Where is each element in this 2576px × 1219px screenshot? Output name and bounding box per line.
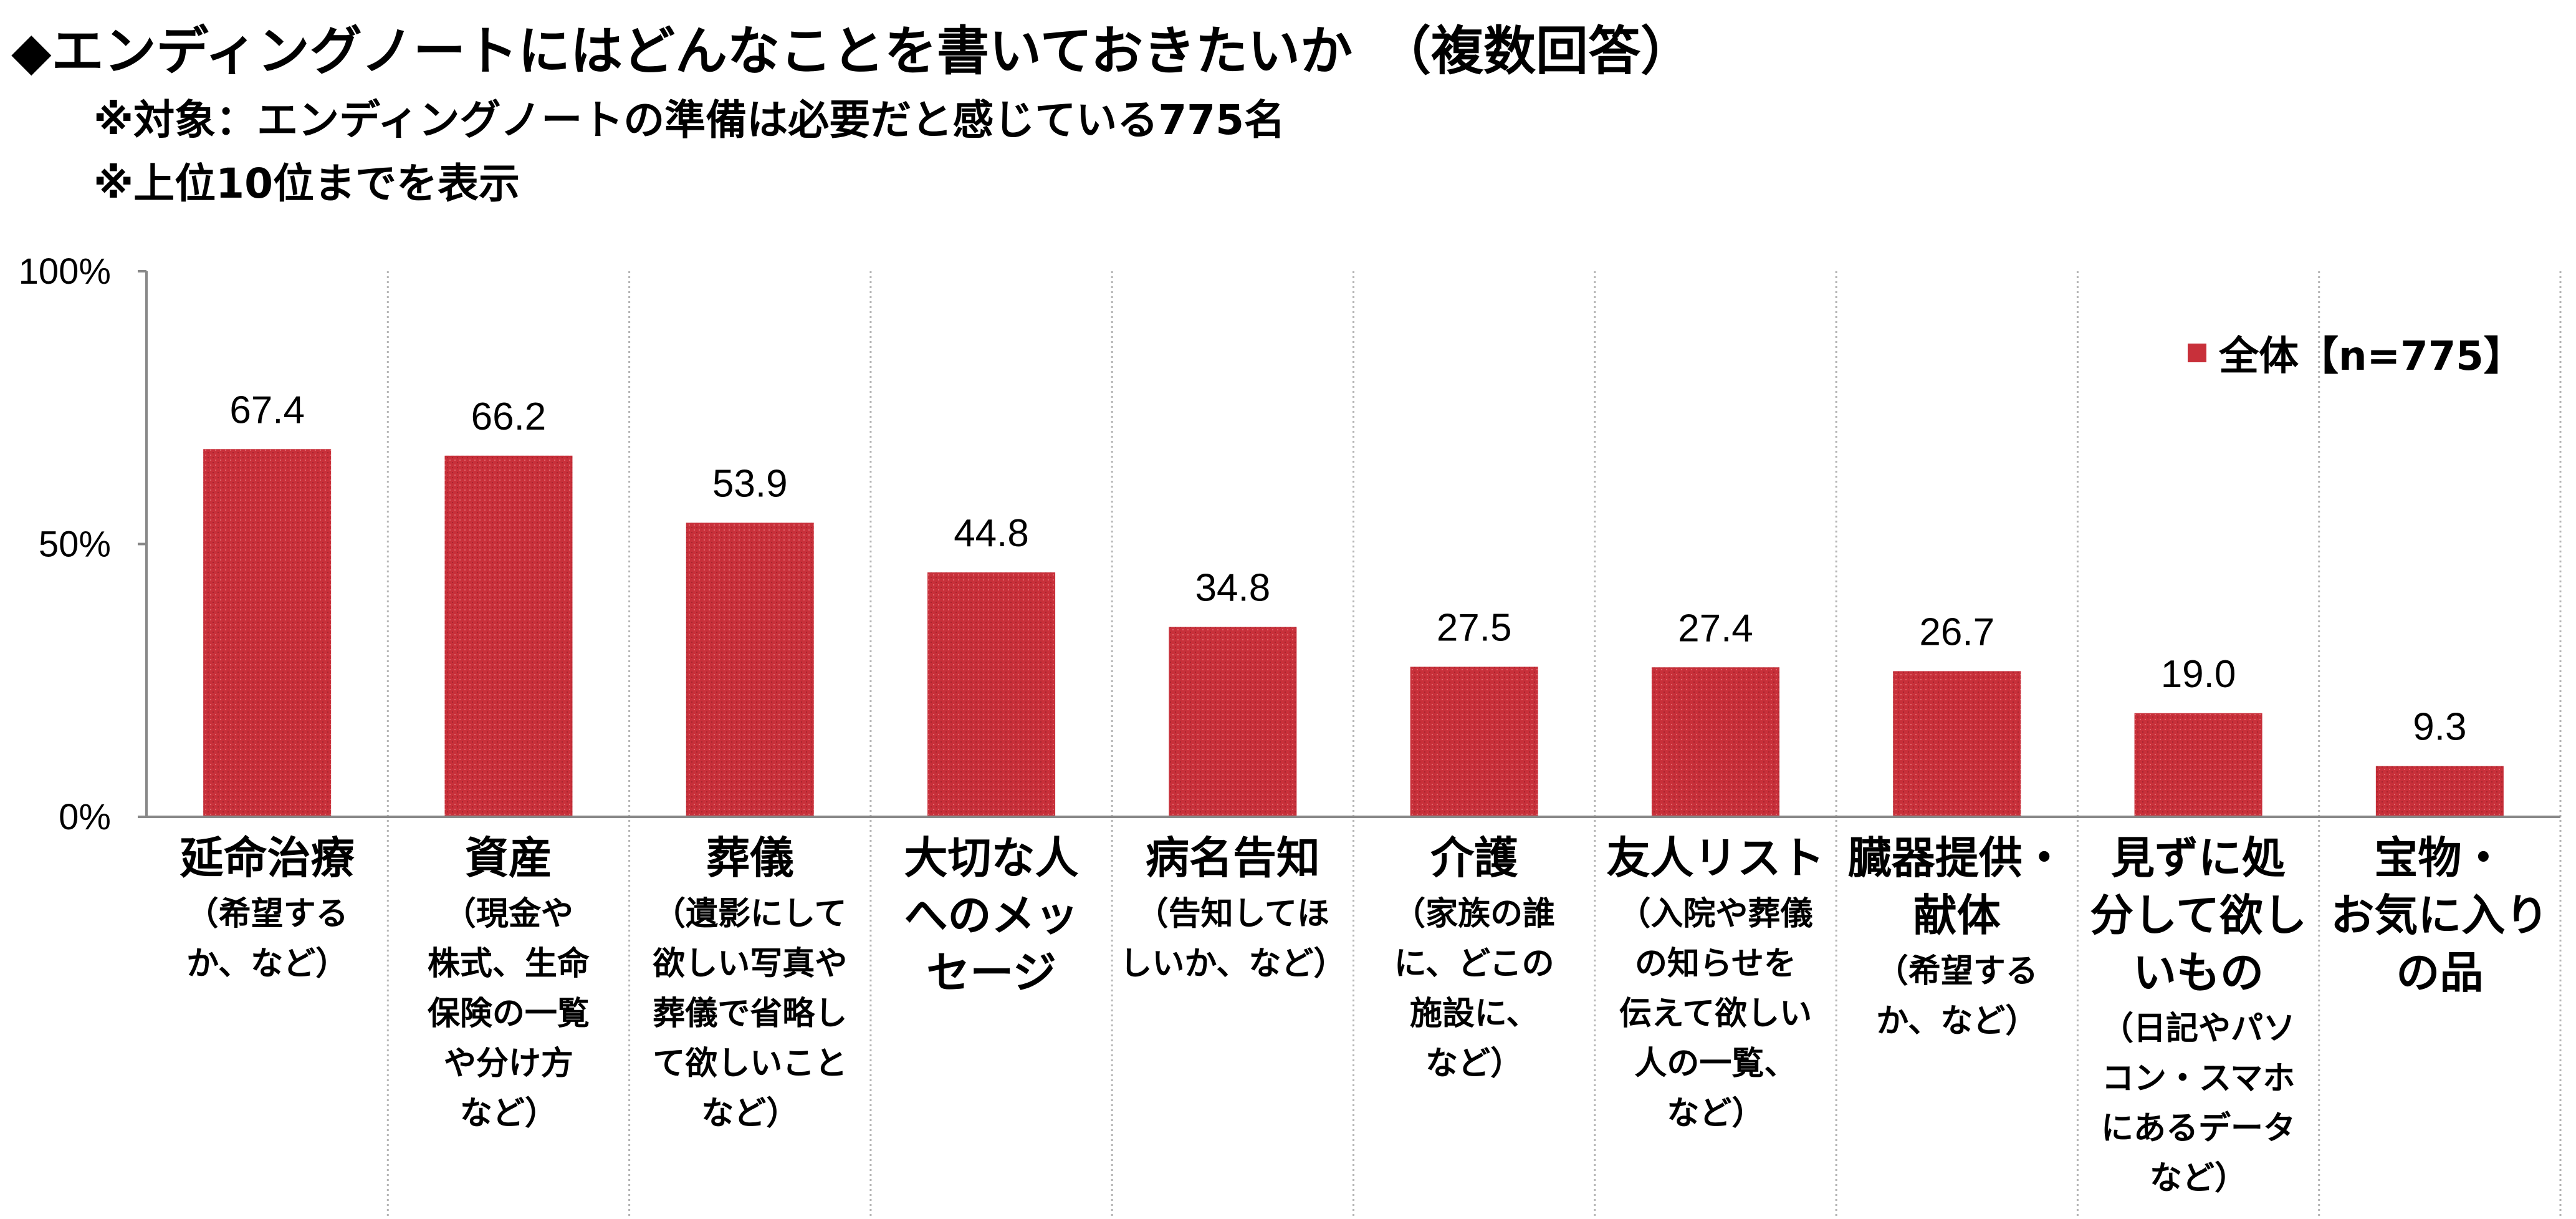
category-note-line: 伝えて欲しい xyxy=(1619,995,1812,1033)
category-note-line: 保険の一覧 xyxy=(427,995,590,1033)
bar xyxy=(927,572,1056,817)
chart-subtitle-target: ※対象：エンディングノートの準備は必要だと感じている775名 xyxy=(93,96,1285,144)
category-main-line: 献体 xyxy=(1913,890,2001,941)
category-note-line: に、どこの xyxy=(1394,945,1554,983)
x-category-label: 見ずに処分して欲しいもの （日記やパソ コン・スマホ にあるデータ など） xyxy=(2078,829,2319,1203)
category-note-line: か、など） xyxy=(1876,1003,2038,1040)
category-note-line: て欲しいこと xyxy=(653,1045,848,1082)
category-note-line: 人の一覧、 xyxy=(1634,1045,1797,1082)
legend-swatch xyxy=(2188,344,2206,362)
category-main-line: 分して欲し xyxy=(2090,890,2307,941)
category-note-line: 株式、生命 xyxy=(427,945,590,983)
x-category-label: 大切な人へのメッセージ xyxy=(871,829,1112,1001)
x-category-label: 友人リスト （入院や葬儀 の知らせを 伝えて欲しい 人の一覧、 など） xyxy=(1595,829,1836,1139)
data-label: 9.3 xyxy=(2413,706,2466,749)
data-label: 27.4 xyxy=(1678,607,1753,650)
data-label: 34.8 xyxy=(1195,567,1271,610)
x-category-label: 病名告知 （告知してほ しいか、など） xyxy=(1113,829,1353,989)
category-note-line: 葬儀で省略し xyxy=(653,995,848,1033)
category-note-line: の知らせを xyxy=(1634,945,1796,983)
category-note-line: など） xyxy=(459,1095,557,1132)
category-note-line: （告知してほ xyxy=(1136,895,1330,933)
bar xyxy=(203,449,332,817)
category-main-line: 介護 xyxy=(1430,832,1518,884)
bar xyxy=(2134,713,2262,817)
category-note-line: など） xyxy=(1425,1045,1523,1082)
x-category-label: 介護 （家族の誰 に、どこの 施設に、 など） xyxy=(1354,829,1594,1089)
bar xyxy=(686,523,814,817)
data-label: 67.4 xyxy=(229,388,305,431)
category-main-line: 病名告知 xyxy=(1145,832,1320,884)
category-note-line: （希望する xyxy=(186,895,348,933)
bar xyxy=(1651,667,1779,817)
category-note-line: など） xyxy=(2150,1160,2248,1197)
bar xyxy=(1410,667,1538,817)
category-main-line: へのメッ xyxy=(904,890,1079,941)
category-note-line: など） xyxy=(1667,1095,1764,1132)
legend: 全体【n=775】 xyxy=(2188,324,2524,382)
chart-subtitle-scope: ※上位10位までを表示 xyxy=(93,160,520,208)
category-note: （希望するか、など） xyxy=(1837,947,2077,1046)
category-note: （家族の誰に、どこの施設に、など） xyxy=(1354,889,1594,1089)
category-note-line: など） xyxy=(701,1095,799,1132)
bar xyxy=(1893,671,2021,817)
x-category-label: 葬儀 （遺影にして 欲しい写真や 葬儀で省略し て欲しいこと など） xyxy=(630,829,870,1139)
category-note-line: しいか、など） xyxy=(1119,945,1346,983)
category-note: （告知してほ しいか、など） xyxy=(1113,889,1353,989)
category-main-line: セージ xyxy=(926,947,1056,998)
chart-title: ◆エンディングノートにはどんなことを書いておきたいか （複数回答） xyxy=(11,21,1693,82)
y-tick-label: 100% xyxy=(19,251,111,292)
category-main-line: 大切な人 xyxy=(904,832,1079,884)
category-main-line: 臓器提供・ xyxy=(1847,832,2066,884)
category-note-line: 欲しい写真や xyxy=(653,945,848,983)
category-note-line: にあるデータ xyxy=(2101,1110,2296,1147)
y-tick-label: 0% xyxy=(59,797,111,837)
category-note-line: （入院や葬儀 xyxy=(1618,895,1813,933)
category-note-line: コン・スマホ xyxy=(2101,1060,2296,1097)
data-label: 19.0 xyxy=(2161,653,2236,696)
bar xyxy=(2375,766,2504,817)
category-note-line: や分け方 xyxy=(443,1045,573,1082)
category-main-line: 延命治療 xyxy=(180,832,355,884)
category-note: （遺影にして 欲しい写真や 葬儀で省略し て欲しいこと など） xyxy=(630,889,870,1139)
category-main-line: 資産 xyxy=(464,832,552,884)
x-category-label: 資産 （現金や 株式、生命 保険の一覧 や分け方 など） xyxy=(388,829,629,1139)
data-label: 53.9 xyxy=(712,462,788,505)
category-main-line: 葬儀 xyxy=(706,832,794,884)
category-note-line: （家族の誰 xyxy=(1393,895,1556,933)
category-note: （日記やパソ コン・スマホ にあるデータ など） xyxy=(2078,1004,2319,1203)
category-main-line: の品 xyxy=(2396,947,2484,998)
data-label: 66.2 xyxy=(471,395,547,438)
category-note-line: か、など） xyxy=(186,945,348,983)
category-note-line: （日記やパソ xyxy=(2101,1010,2296,1048)
category-note-line: （希望する xyxy=(1875,953,2038,990)
bar xyxy=(1169,627,1297,817)
category-main-line: いもの xyxy=(2133,947,2264,998)
data-label: 26.7 xyxy=(1919,610,1994,653)
x-category-label: 臓器提供・献体 （希望するか、など） xyxy=(1837,829,2077,1046)
category-note: （現金や株式、生命保険の一覧や分け方など） xyxy=(388,889,629,1139)
legend-label: 全体【n=775】 xyxy=(2219,334,2524,380)
bar xyxy=(444,455,573,817)
data-label: 44.8 xyxy=(954,512,1029,555)
category-main-line: 宝物・ xyxy=(2374,832,2506,884)
category-note-line: 施設に、 xyxy=(1409,995,1539,1033)
category-note-line: （現金や xyxy=(443,895,573,933)
category-main-line: お気に入り xyxy=(2330,890,2549,941)
category-main-line: 友人リスト xyxy=(1606,832,1825,884)
category-main-line: 見ずに処 xyxy=(2111,832,2286,884)
category-note-line: （遺影にして xyxy=(653,895,847,933)
category-note: （希望するか、など） xyxy=(147,889,388,989)
data-label: 27.5 xyxy=(1437,606,1512,649)
x-category-label: 延命治療 （希望する か、など） xyxy=(147,829,388,989)
category-note: （入院や葬儀 の知らせを伝えて欲しい 人の一覧、など） xyxy=(1595,889,1836,1139)
x-category-label: 宝物・お気に入りの品 xyxy=(2319,829,2560,1001)
y-tick-label: 50% xyxy=(39,524,111,565)
